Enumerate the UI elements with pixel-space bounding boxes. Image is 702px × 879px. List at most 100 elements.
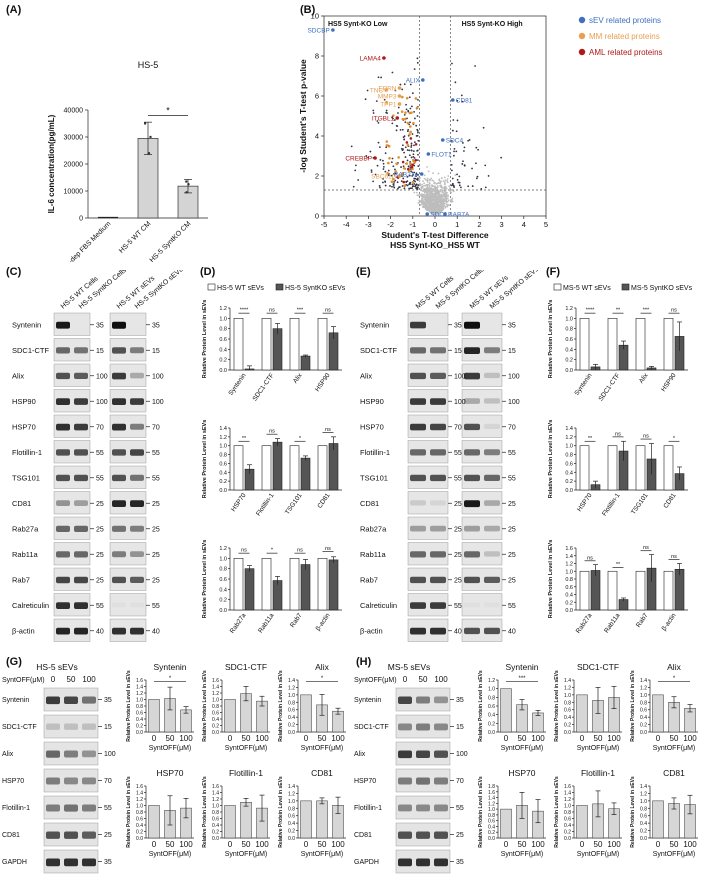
significant-point bbox=[451, 185, 453, 187]
protein-band bbox=[74, 475, 88, 481]
volcano-plot: -5 -4 -3 -2 -1 0 1 2 3 4 50246810HS5 Synt-KO Low HS… bbox=[296, 0, 702, 262]
significant-point bbox=[467, 140, 469, 142]
bar-wt bbox=[608, 318, 617, 370]
y-tick-label: 0.8 bbox=[488, 695, 495, 701]
protein-point bbox=[443, 208, 445, 210]
data-point bbox=[149, 136, 151, 138]
y-tick-label: 0.8 bbox=[212, 810, 219, 816]
y-tick-label: 0 bbox=[315, 212, 319, 221]
protein-point bbox=[424, 188, 426, 190]
blot-row-label: SDC1-CTF bbox=[354, 724, 389, 731]
protein-band bbox=[112, 424, 126, 431]
protein-band bbox=[74, 602, 88, 609]
protein-band bbox=[56, 577, 70, 584]
protein-band bbox=[130, 475, 144, 481]
protein-band bbox=[398, 751, 412, 759]
x-tick-label: SDC1-CTF bbox=[597, 372, 621, 402]
significant-point bbox=[409, 96, 411, 98]
bar bbox=[225, 700, 236, 733]
protein-band bbox=[484, 551, 500, 556]
significant-point bbox=[417, 62, 419, 64]
protein-band bbox=[56, 551, 70, 557]
protein-band bbox=[410, 398, 426, 405]
y-tick-label: 1.2 bbox=[565, 435, 573, 441]
protein-band bbox=[112, 551, 126, 557]
legend-label: AML related proteins bbox=[589, 48, 663, 57]
protein-band bbox=[464, 424, 480, 430]
protein-point bbox=[431, 179, 433, 181]
chart-title: Flotillin-1 bbox=[581, 768, 615, 778]
protein-point bbox=[422, 196, 424, 198]
protein-band bbox=[56, 373, 70, 379]
protein-point bbox=[424, 174, 426, 176]
significant-point bbox=[411, 187, 413, 189]
x-tick-label: -3 bbox=[365, 220, 372, 229]
mw-marker-label: 15 bbox=[152, 348, 160, 355]
x-tick-label: 50 bbox=[594, 734, 603, 743]
y-tick-label: 0.0 bbox=[212, 836, 219, 842]
y-tick-label: 1.0 bbox=[212, 804, 219, 810]
significant-point bbox=[379, 146, 381, 148]
protein-point bbox=[425, 205, 427, 207]
x-axis-label: SyntOFF(μM) bbox=[653, 745, 696, 752]
protein-band bbox=[464, 526, 480, 532]
significance-mark: ns bbox=[241, 548, 247, 554]
y-tick-label: 0.8 bbox=[219, 567, 227, 573]
protein-point bbox=[445, 187, 447, 189]
y-tick-label: 0.2 bbox=[488, 721, 495, 727]
significant-point bbox=[411, 144, 413, 146]
y-tick-label: 1.2 bbox=[488, 678, 495, 684]
significant-point bbox=[413, 185, 415, 187]
significant-point bbox=[408, 183, 410, 185]
protein-band bbox=[416, 805, 430, 812]
bar-wt bbox=[664, 446, 673, 490]
protein-band bbox=[64, 751, 78, 758]
protein-label: CREBBP bbox=[345, 156, 372, 163]
highlighted-point bbox=[441, 138, 445, 142]
y-tick-label: 0.2 bbox=[564, 723, 571, 729]
x-tick-label: 0 bbox=[228, 734, 233, 743]
x-tick-label: 0 bbox=[304, 734, 309, 743]
x-tick-label: 5% sEVs-dep FBS Medium bbox=[47, 220, 112, 262]
significant-point bbox=[397, 112, 399, 114]
blot-row-label: Alix bbox=[2, 751, 14, 758]
protein-band bbox=[484, 628, 500, 634]
y-tick-label: 0.8 bbox=[136, 704, 143, 710]
protein-band bbox=[464, 322, 480, 329]
significant-point bbox=[417, 57, 419, 59]
protein-band bbox=[430, 577, 446, 583]
significant-point bbox=[405, 146, 407, 148]
protein-band bbox=[484, 577, 500, 583]
protein-label: FLOT1 bbox=[431, 152, 452, 159]
data-point bbox=[185, 191, 187, 193]
y-tick-label: 1.4 bbox=[136, 685, 143, 691]
protein-point bbox=[426, 166, 428, 168]
protein-point bbox=[427, 181, 429, 183]
mw-marker-label: 55 bbox=[104, 805, 112, 812]
x-tick-label: 0 bbox=[580, 840, 585, 849]
significant-point bbox=[404, 135, 406, 137]
dose-label: 0 bbox=[51, 675, 56, 684]
mw-marker-label: 25 bbox=[508, 552, 516, 559]
significance-mark: ns bbox=[671, 308, 677, 314]
mm-point bbox=[388, 145, 391, 148]
protein-band bbox=[410, 526, 426, 532]
chart-title: HS-5 bbox=[138, 60, 159, 70]
y-tick-label: 1.6 bbox=[136, 678, 143, 684]
protein-label: SDCBP bbox=[307, 28, 329, 35]
significant-point bbox=[372, 180, 374, 182]
y-tick-label: 0.0 bbox=[288, 836, 295, 842]
mw-marker-label: 25 bbox=[96, 577, 104, 584]
il6-bar-chart: HS-5010000200003000040000IL-6 concentrat… bbox=[0, 0, 290, 262]
y-tick-label: 1.4 bbox=[640, 678, 647, 684]
significant-point bbox=[389, 185, 391, 187]
protein-band bbox=[416, 751, 430, 759]
significant-point bbox=[413, 150, 415, 152]
y-tick-label: 0.2 bbox=[136, 724, 143, 730]
y-tick-label: 1.2 bbox=[136, 691, 143, 697]
highlighted-point bbox=[443, 212, 447, 216]
x-axis-label: SyntOFF(μM) bbox=[577, 851, 620, 858]
significance-mark: ** bbox=[616, 562, 621, 568]
protein-point bbox=[427, 178, 429, 180]
significant-point bbox=[417, 99, 419, 101]
